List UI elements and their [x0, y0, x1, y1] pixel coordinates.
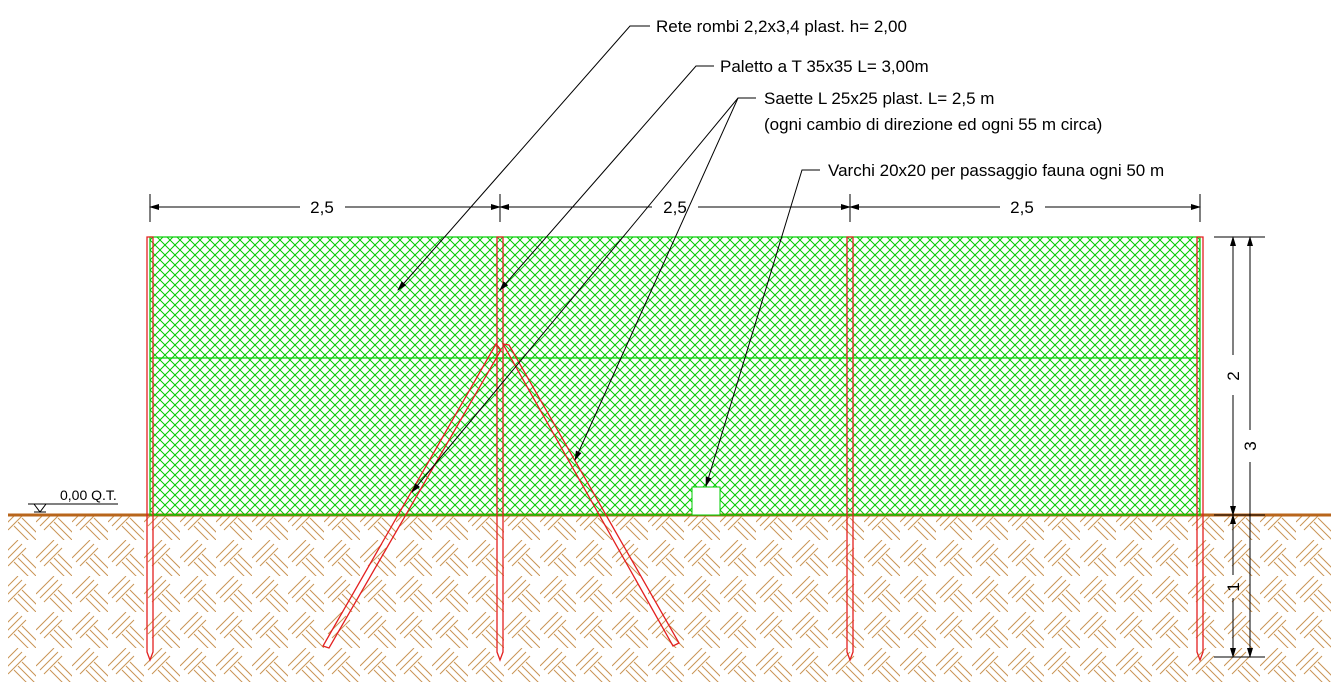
ground-level-label: 0,00 Q.T.	[60, 487, 117, 503]
dim-depth-below-ground: 1	[1224, 582, 1243, 591]
post-3	[846, 236, 854, 662]
post-1	[146, 236, 154, 662]
label-braces: Saette L 25x25 plast. L= 2,5 m	[764, 89, 994, 108]
label-net: Rete rombi 2,2x3,4 plast. h= 2,00	[656, 17, 907, 36]
vertical-dimension	[1214, 236, 1265, 658]
post-4	[1196, 236, 1204, 662]
ground	[8, 513, 1331, 682]
diagonal-braces	[322, 342, 680, 649]
left-brace	[322, 342, 502, 649]
leader-gap	[705, 169, 820, 487]
dim-span-2: 2,5	[663, 198, 687, 217]
dim-span-1: 2,5	[310, 198, 334, 217]
dim-height-total: 3	[1241, 441, 1260, 450]
post-2	[496, 236, 504, 662]
posts	[146, 236, 1204, 662]
leader-post	[499, 65, 714, 291]
ground-level-marker: 0,00 Q.T.	[28, 487, 118, 513]
leader-brace-right	[574, 97, 739, 461]
leader-lines	[397, 25, 820, 493]
horizontal-dimension	[149, 194, 1201, 222]
right-brace	[501, 343, 680, 647]
soil-hatch	[8, 515, 1331, 682]
dim-span-3: 2,5	[1010, 198, 1034, 217]
wire-mesh-net	[149, 236, 1201, 516]
label-post: Paletto a T 35x35 L= 3,00m	[720, 57, 929, 76]
label-fauna-gaps: Varchi 20x20 per passaggio fauna ogni 50…	[828, 161, 1164, 180]
fauna-gap	[691, 486, 721, 516]
leader-net	[397, 25, 650, 291]
label-braces-note: (ogni cambio di direzione ed ogni 55 m c…	[764, 115, 1102, 134]
dim-height-above-ground: 2	[1224, 371, 1243, 380]
